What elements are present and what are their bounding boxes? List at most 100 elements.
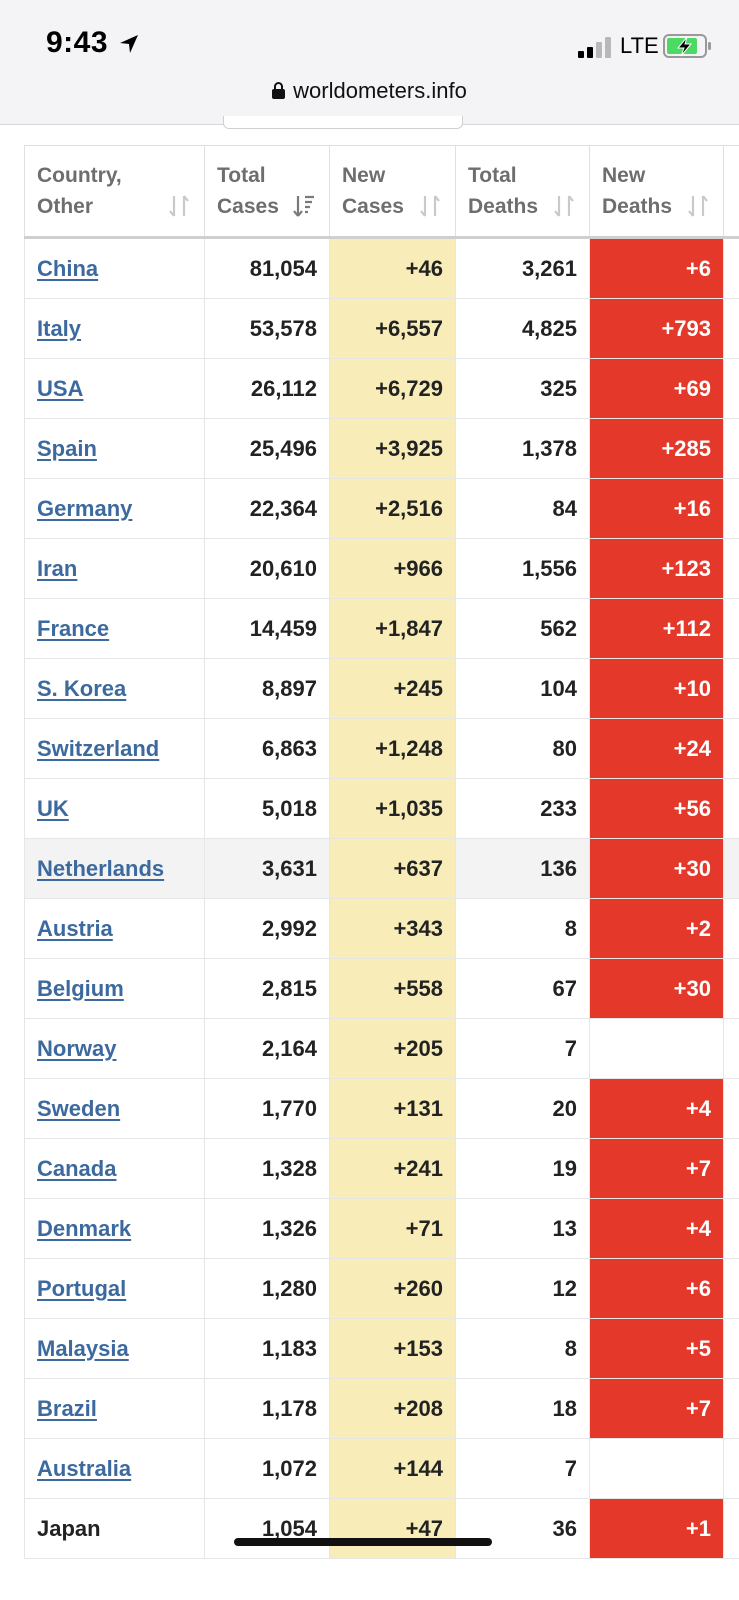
country-link[interactable]: Denmark [37,1215,132,1241]
new-cases-cell: +3,925 [329,418,456,479]
country-link[interactable]: Spain [37,435,97,461]
new-deaths-cell: +6 [589,237,724,299]
country-link[interactable]: Netherlands [37,855,165,881]
header-new-cases[interactable]: New Cases [329,145,456,239]
table-row: France 14,459 +1,847 562 +112 [24,598,739,659]
overflow-edge-cell [723,1258,739,1319]
country-cell[interactable]: Australia [24,1438,205,1499]
new-cases-cell: +47 [329,1498,456,1559]
new-deaths-cell: +4 [589,1198,724,1259]
country-cell[interactable]: Belgium [24,958,205,1019]
total-deaths-cell: 8 [455,898,590,959]
overflow-edge-cell [723,1018,739,1079]
table-row: Spain 25,496 +3,925 1,378 +285 [24,418,739,479]
network-label: LTE [620,33,659,58]
overflow-edge-cell [723,898,739,959]
overflow-edge-cell [723,298,739,359]
country-cell[interactable]: China [24,237,205,299]
country-link[interactable]: Sweden [37,1095,121,1121]
header-country[interactable]: Country, Other [24,145,205,239]
overflow-edge-cell [723,1378,739,1439]
country-cell[interactable]: Iran [24,538,205,599]
country-link[interactable]: Italy [37,315,82,341]
country-cell[interactable]: Spain [24,418,205,479]
total-cases-cell: 2,992 [204,898,330,959]
new-deaths-cell: +112 [589,598,724,659]
country-cell[interactable]: USA [24,358,205,419]
country-cell[interactable]: Switzerland [24,718,205,779]
country-link[interactable]: S. Korea [37,675,127,701]
country-link[interactable]: Norway [37,1035,117,1061]
country-cell[interactable]: Germany [24,478,205,539]
country-link[interactable]: Switzerland [37,735,160,761]
country-cell[interactable]: Brazil [24,1378,205,1439]
table-row: Netherlands 3,631 +637 136 +30 [24,838,739,899]
country-cell[interactable]: S. Korea [24,658,205,719]
table-row: Germany 22,364 +2,516 84 +16 [24,478,739,539]
country-link[interactable]: France [37,615,110,641]
new-cases-cell: +144 [329,1438,456,1499]
new-deaths-cell: +1 [589,1498,724,1559]
country-cell[interactable]: Netherlands [24,838,205,899]
table-row: China 81,054 +46 3,261 +6 [24,237,739,299]
new-deaths-cell: +4 [589,1078,724,1139]
overflow-edge-cell [723,718,739,779]
total-cases-cell: 53,578 [204,298,330,359]
country-link[interactable]: China [37,255,99,281]
country-cell[interactable]: Canada [24,1138,205,1199]
country-link[interactable]: Australia [37,1455,132,1481]
new-deaths-cell: +69 [589,358,724,419]
home-indicator[interactable] [234,1538,492,1546]
table-row: Italy 53,578 +6,557 4,825 +793 [24,298,739,359]
country-link[interactable]: Portugal [37,1275,127,1301]
table-row: Iran 20,610 +966 1,556 +123 [24,538,739,599]
country-cell[interactable]: Norway [24,1018,205,1079]
country-link[interactable]: Iran [37,555,78,581]
new-deaths-cell: +2 [589,898,724,959]
country-cell[interactable]: France [24,598,205,659]
sort-icon [554,195,574,217]
table-header-row: Country, Other Total Cases New [24,145,739,239]
total-deaths-cell: 4,825 [455,298,590,359]
total-cases-cell: 2,815 [204,958,330,1019]
header-total-cases[interactable]: Total Cases [204,145,330,239]
total-cases-cell: 1,328 [204,1138,330,1199]
overflow-edge-cell [723,838,739,899]
overflow-edge-cell [723,778,739,839]
country-link[interactable]: Belgium [37,975,124,1001]
new-cases-cell: +46 [329,237,456,299]
total-cases-cell: 1,072 [204,1438,330,1499]
total-deaths-cell: 1,556 [455,538,590,599]
new-deaths-cell [589,1438,724,1499]
country-link[interactable]: Canada [37,1155,117,1181]
country-link[interactable]: UK [37,795,69,821]
country-link[interactable]: Austria [37,915,113,941]
total-deaths-cell: 80 [455,718,590,779]
country-cell[interactable]: Portugal [24,1258,205,1319]
address-bar[interactable]: worldometers.info [0,78,739,104]
url-text: worldometers.info [293,78,467,103]
new-deaths-cell: +30 [589,958,724,1019]
table-row: Switzerland 6,863 +1,248 80 +24 [24,718,739,779]
country-cell[interactable]: Sweden [24,1078,205,1139]
country-link[interactable]: Germany [37,495,133,521]
country-link[interactable]: USA [37,375,84,401]
total-cases-cell: 1,183 [204,1318,330,1379]
header-total-deaths[interactable]: Total Deaths [455,145,590,239]
country-cell[interactable]: Malaysia [24,1318,205,1379]
country-link[interactable]: Brazil [37,1395,97,1421]
total-cases-cell: 14,459 [204,598,330,659]
country-cell[interactable]: Italy [24,298,205,359]
total-cases-cell: 3,631 [204,838,330,899]
header-new-deaths[interactable]: New Deaths [589,145,724,239]
table-row: Australia 1,072 +144 7 [24,1438,739,1499]
new-deaths-cell: +285 [589,418,724,479]
total-deaths-cell: 136 [455,838,590,899]
new-cases-cell: +6,729 [329,358,456,419]
country-link[interactable]: Malaysia [37,1335,129,1361]
new-deaths-cell: +56 [589,778,724,839]
country-cell[interactable]: Austria [24,898,205,959]
country-cell[interactable]: Denmark [24,1198,205,1259]
country-cell[interactable]: UK [24,778,205,839]
cellular-signal-icon [578,37,611,58]
